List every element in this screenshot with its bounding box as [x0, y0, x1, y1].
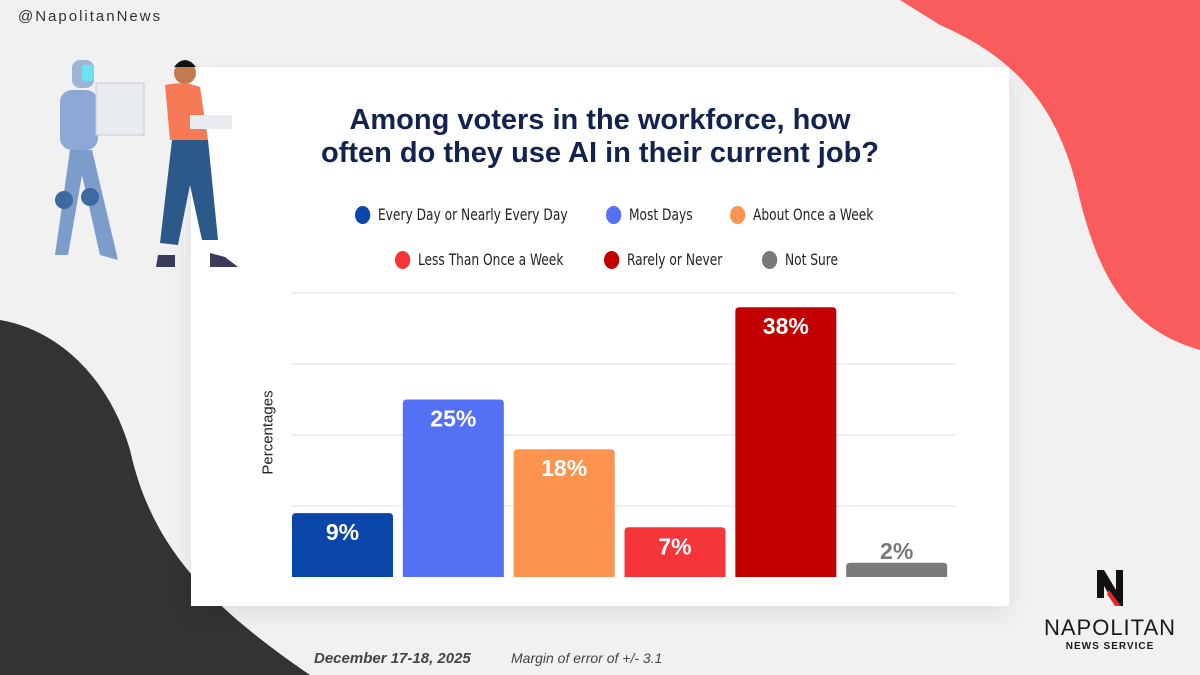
illustration-robot-and-woman-carrying-papers	[55, 60, 238, 267]
woman-icon	[156, 60, 238, 267]
logo-subtitle: NEWS SERVICE	[1065, 641, 1155, 652]
legend-label: Every Day or Nearly Every Day	[377, 205, 568, 224]
legend-item: Less Than Once a Week	[395, 250, 563, 269]
legend-item: About Once a Week	[730, 205, 873, 224]
bar	[735, 307, 837, 577]
legend-label: Not Sure	[784, 250, 839, 269]
bar	[513, 449, 615, 577]
legend-label: Rarely or Never	[626, 250, 723, 269]
legend-item: Not Sure	[762, 250, 838, 269]
logo-n-icon	[1097, 570, 1123, 606]
legend-swatch	[730, 205, 746, 224]
bar	[292, 513, 393, 577]
data-label: 18%	[541, 455, 587, 481]
margin-of-error: Margin of error of +/- 3.1	[511, 650, 663, 666]
legend-swatch	[355, 205, 371, 224]
legend-swatch	[395, 250, 411, 269]
legend-swatch	[762, 250, 778, 269]
poll-date: December 17-18, 2025	[314, 650, 471, 667]
legend-label: Most Days	[628, 205, 693, 224]
bar	[402, 399, 504, 577]
napolitan-logo: NAPOLITAN NEWS SERVICE	[1040, 568, 1180, 652]
data-label: 25%	[430, 406, 476, 432]
bar	[624, 527, 726, 577]
robot-icon	[55, 60, 145, 260]
chart-title-line-1: Among voters in the workforce, how	[349, 104, 851, 136]
legend-swatch	[604, 250, 620, 269]
logo-name: NAPOLITAN	[1043, 615, 1177, 640]
legend-swatch	[606, 205, 622, 224]
legend-item: Rarely or Never	[604, 250, 722, 269]
dark-corner-shape	[0, 320, 310, 675]
data-label: 38%	[763, 313, 809, 339]
data-label: 9%	[326, 519, 359, 545]
legend-item: Every Day or Nearly Every Day	[355, 205, 568, 224]
data-label: 2%	[880, 538, 913, 564]
social-handle: @NapolitanNews	[18, 8, 163, 25]
data-label: 7%	[658, 533, 691, 559]
red-corner-shape	[900, 0, 1200, 350]
legend-item: Most Days	[606, 205, 693, 224]
chart-title-line-2: often do they use AI in their current jo…	[320, 137, 879, 169]
bar	[846, 562, 948, 577]
legend-label: Less Than Once a Week	[417, 250, 564, 269]
legend-label: About Once a Week	[752, 205, 874, 224]
chart-title: Among voters in the workforce, how often…	[191, 104, 1009, 170]
